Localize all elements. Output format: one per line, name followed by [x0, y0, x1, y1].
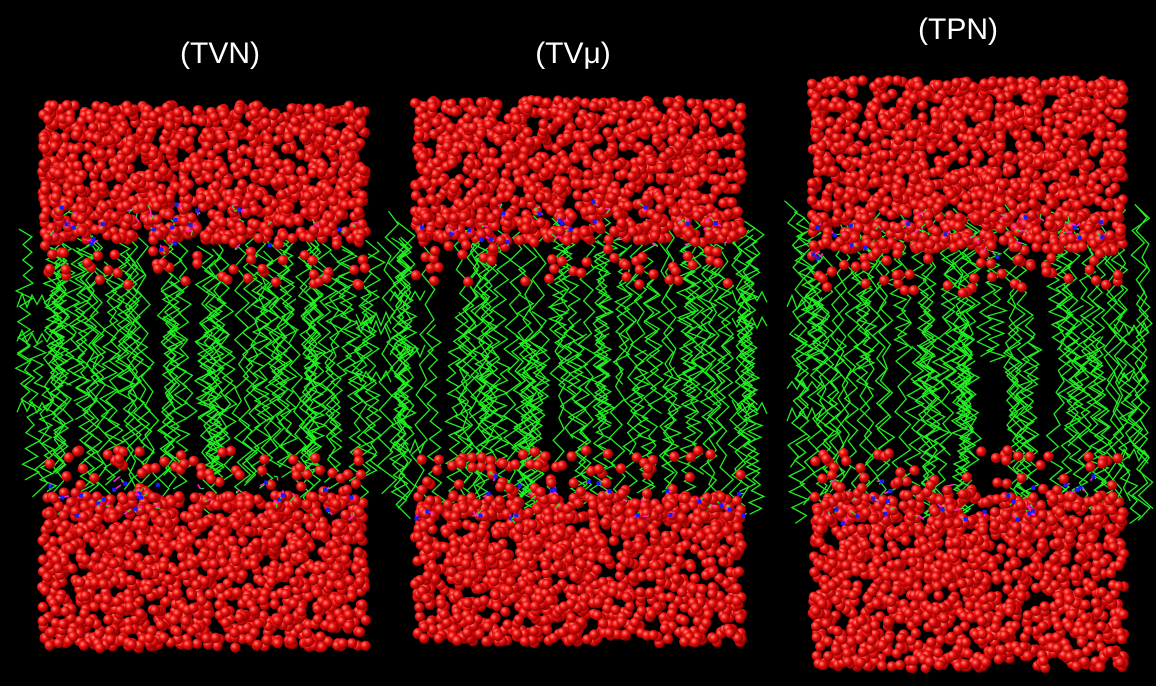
lipid-tails — [14, 195, 398, 522]
panel-title-tvn: (TVN) — [180, 37, 260, 70]
water-molecules — [409, 95, 748, 649]
lipid-headgroups — [811, 208, 1107, 526]
panel-title-tpn: (TPN) — [918, 13, 998, 46]
panel-title-tvmu: (TVμ) — [535, 37, 611, 70]
panel-tvn-bilayer — [14, 99, 398, 654]
water-molecules — [806, 75, 1130, 674]
lipid-headgroups — [48, 202, 358, 521]
water-molecules — [36, 99, 371, 654]
panel-tpn-bilayer — [784, 75, 1154, 674]
panel-tvmu-bilayer — [384, 95, 768, 649]
lipid-headgroups — [414, 200, 748, 524]
